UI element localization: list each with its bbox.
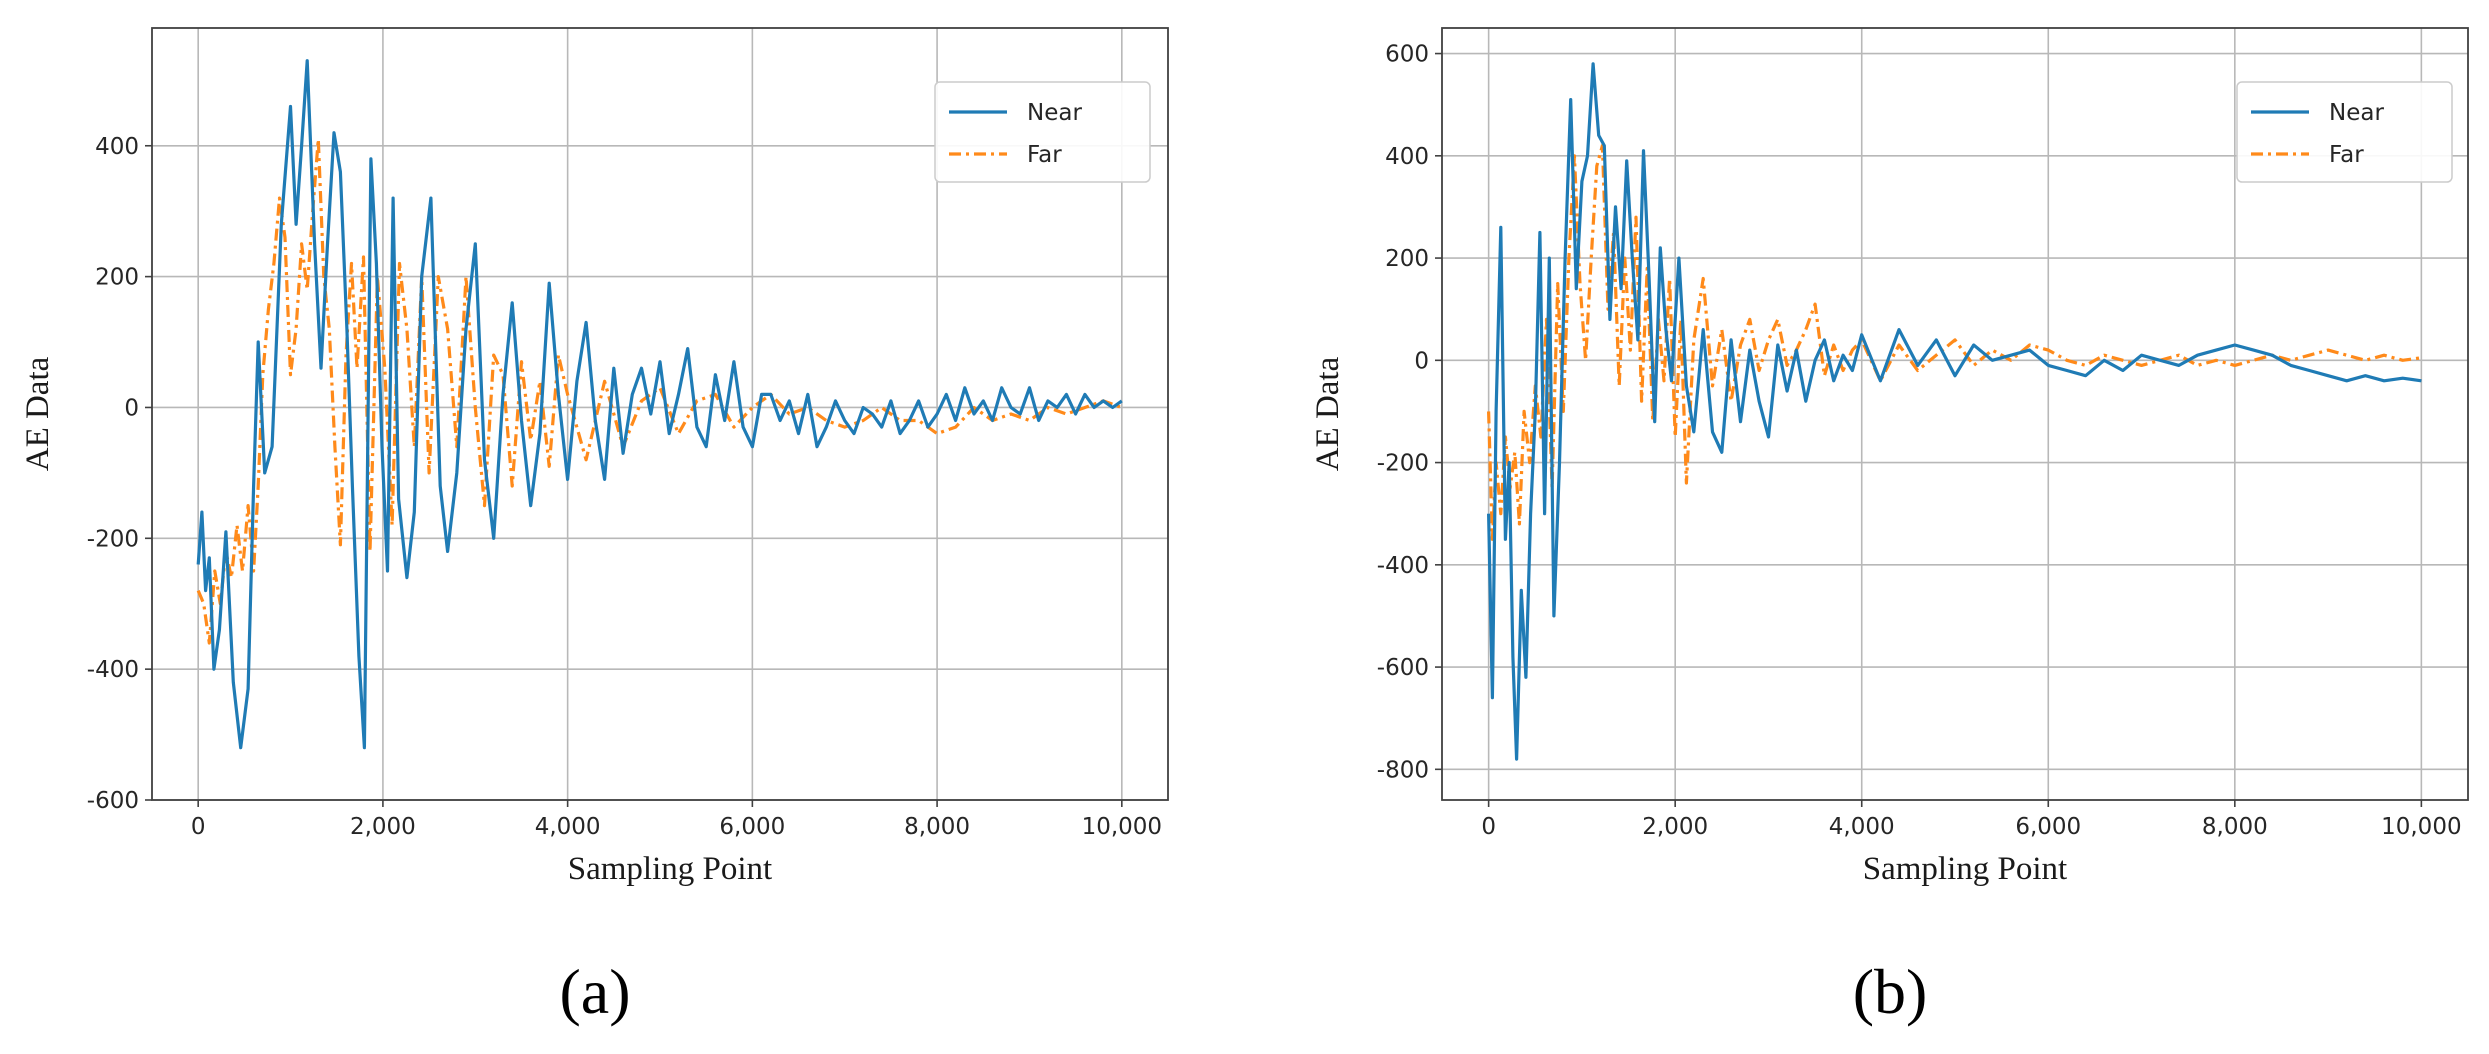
- x-tick-label: 6,000: [2015, 814, 2081, 840]
- axes-frame: [1441, 27, 2469, 801]
- y-tick-label: 200: [95, 265, 139, 291]
- legend-label-near: Near: [2329, 100, 2384, 126]
- y-tick-label: 400: [95, 134, 139, 160]
- legend-label-near: Near: [1027, 100, 1082, 126]
- y-tick-label: 400: [1385, 144, 1429, 170]
- x-tick-label: 4,000: [535, 814, 601, 840]
- y-tick-label: -200: [87, 526, 139, 552]
- x-tick-label: 8,000: [2202, 814, 2268, 840]
- series-line-near: [196, 59, 1123, 750]
- y-tick-label: 600: [1385, 42, 1429, 68]
- y-tick-label: 200: [1385, 246, 1429, 272]
- y-tick-label: -400: [1377, 553, 1429, 579]
- chart-panel-a: 0 2,000 4,000 6,000 8,000 10,000 -600 -400 -200 0…: [20, 27, 1169, 887]
- legend-label-far: Far: [1027, 142, 1062, 168]
- series-line-far: [196, 137, 1123, 645]
- x-axis-label: Sampling Point: [568, 851, 772, 887]
- axes-frame: [151, 27, 1169, 801]
- x-tick-label: 2,000: [1642, 814, 1708, 840]
- x-tick-label: 10,000: [2381, 814, 2461, 840]
- y-tick-label: 0: [124, 395, 139, 421]
- panel-label-b: (b): [1853, 956, 1928, 1027]
- series-line-far: [1487, 144, 2422, 541]
- x-tick-label: 8,000: [904, 814, 970, 840]
- y-tick-label: -200: [1377, 451, 1429, 477]
- y-tick-label: -600: [1377, 655, 1429, 681]
- x-tick-label: 6,000: [719, 814, 785, 840]
- x-axis-label: Sampling Point: [1863, 851, 2067, 887]
- panel-label-a: (a): [559, 956, 630, 1027]
- legend: Near Far: [934, 81, 1151, 183]
- legend-box: [934, 81, 1151, 183]
- y-axis-label: AE Data: [1310, 356, 1346, 471]
- legend-label-far: Far: [2329, 142, 2364, 168]
- y-tick-label: -600: [87, 788, 139, 814]
- x-tick-label: 0: [191, 814, 206, 840]
- y-tick-label: -400: [87, 657, 139, 683]
- series-line-near: [1487, 62, 2422, 761]
- legend-box: [2236, 81, 2453, 183]
- x-tick-label: 2,000: [350, 814, 416, 840]
- y-tick-label: 0: [1414, 348, 1429, 374]
- legend: Near Far: [2236, 81, 2453, 183]
- y-tick-label: -800: [1377, 757, 1429, 783]
- x-tick-label: 0: [1481, 814, 1496, 840]
- y-axis-label: AE Data: [20, 356, 56, 471]
- x-tick-label: 10,000: [1082, 814, 1162, 840]
- chart-panel-b: 0 2,000 4,000 6,000 8,000 10,000 -800 -600 -400 -…: [1310, 27, 2469, 887]
- x-tick-label: 4,000: [1829, 814, 1895, 840]
